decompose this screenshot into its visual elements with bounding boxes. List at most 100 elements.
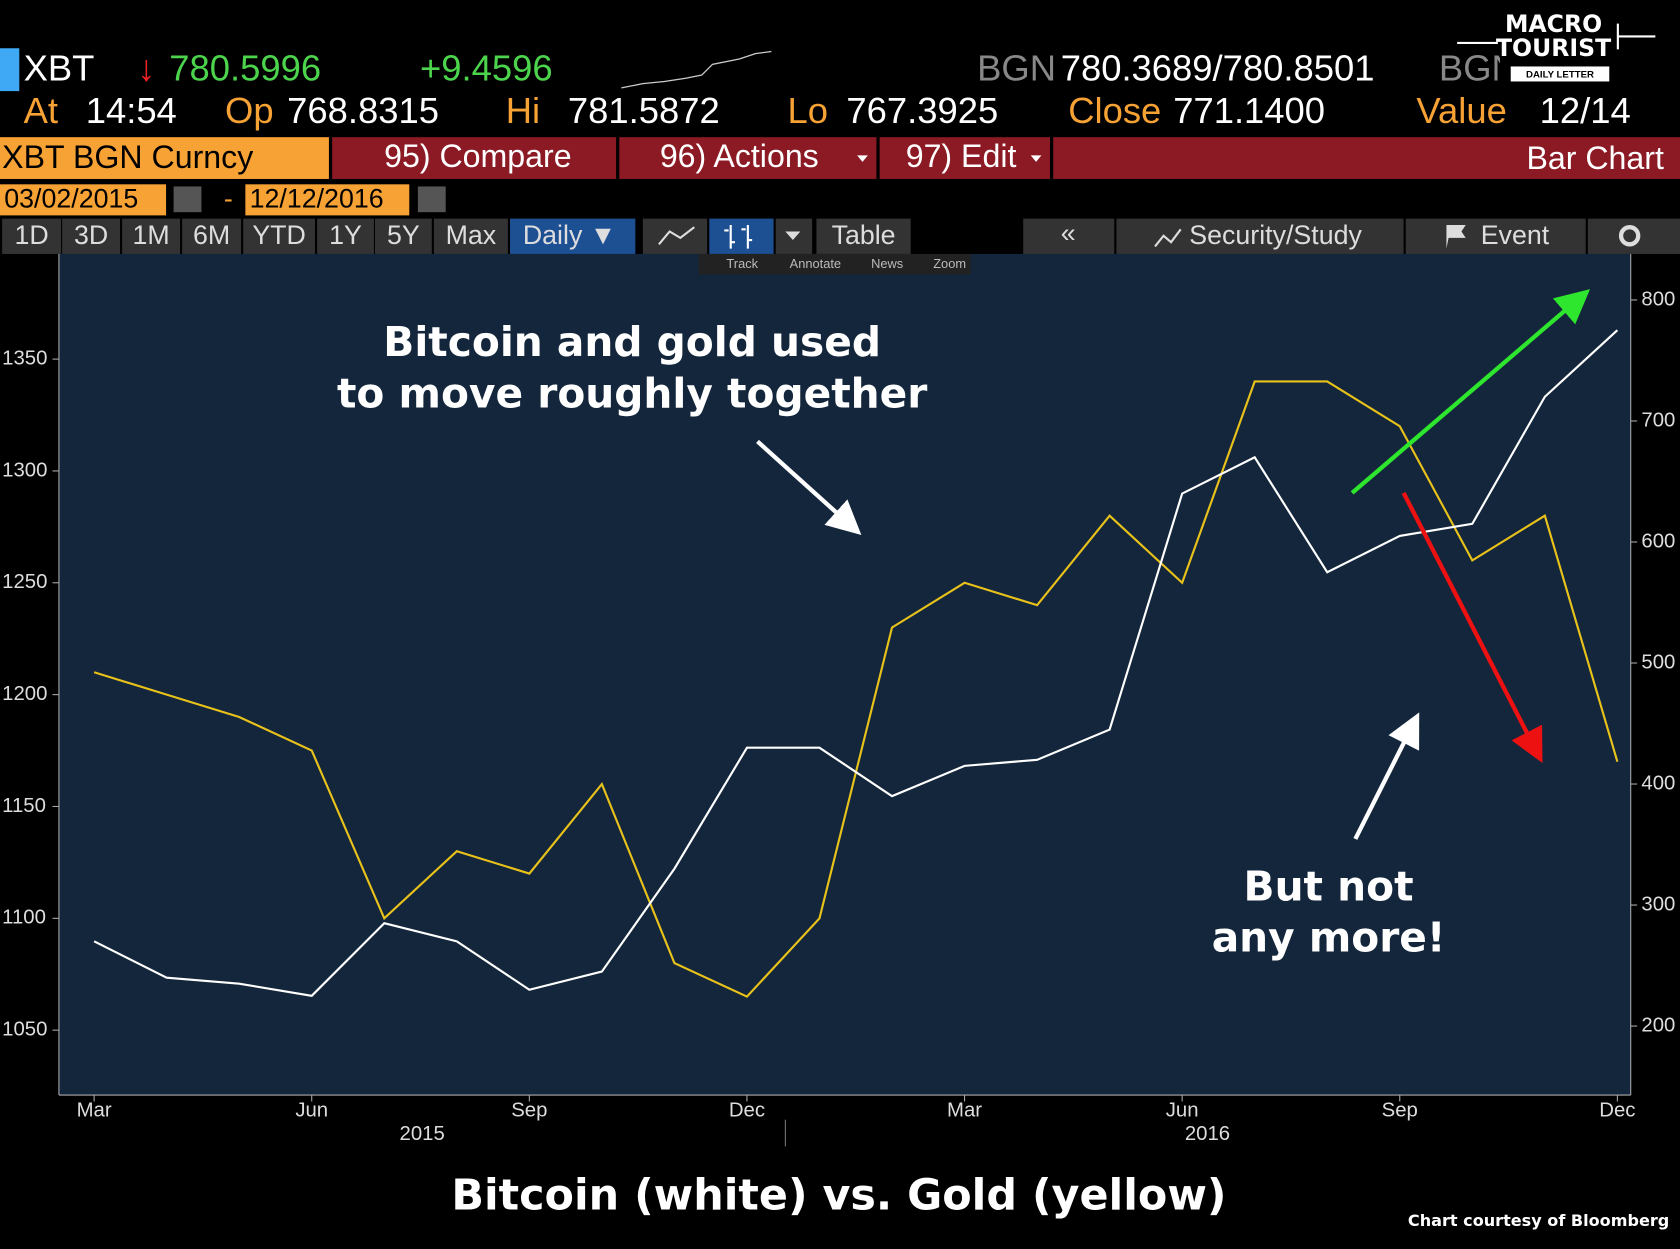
stat-value: 12/14 — [1540, 90, 1631, 131]
view-bar — [1053, 137, 1680, 179]
annotation: Bitcoin and gold used — [383, 318, 881, 366]
mini-toolbar-items: Track Annotate News Zoom — [726, 256, 966, 271]
y2-tick-label: 800 — [1641, 288, 1675, 310]
period-button[interactable] — [2, 218, 62, 254]
period-button[interactable] — [433, 218, 508, 254]
dropdown-icon — [785, 231, 801, 241]
button[interactable] — [332, 137, 617, 179]
logo: MACRO TOURIST DAILY LETTER — [1457, 8, 1656, 86]
ticker-marker — [0, 48, 20, 92]
stat-value: 767.3925 — [846, 90, 998, 131]
y-tick-label: 1300 — [2, 459, 47, 481]
y2-tick-label: 600 — [1641, 530, 1675, 552]
mini-toolbar — [698, 253, 971, 275]
chart-title: Bitcoin (white) vs. Gold (yellow) — [451, 1170, 1226, 1220]
y2-tick-label: 400 — [1641, 772, 1675, 794]
arrow — [756, 439, 862, 536]
sparkline — [621, 50, 772, 89]
calendar-icon[interactable] — [417, 186, 446, 213]
x-tick-label: Mar — [77, 1099, 112, 1121]
logo-text: DAILY LETTER — [1526, 70, 1594, 81]
arrow — [1401, 491, 1543, 764]
period-bar: 1D 3D 1M 6M YTD 1Y 5Y Max — [2, 218, 508, 254]
period-label: 3D — [74, 220, 108, 250]
security-field[interactable] — [0, 137, 329, 179]
period-button[interactable] — [317, 218, 374, 254]
separator: - — [224, 183, 233, 213]
x-tick-label: Jun — [1166, 1099, 1199, 1121]
y-tick-label: 1050 — [2, 1019, 47, 1041]
frequency: Daily ▼ — [523, 220, 616, 250]
period-button[interactable] — [375, 218, 432, 254]
end-date: 12/12/2016 — [250, 183, 384, 213]
dropdown-icon — [1030, 155, 1042, 162]
mini-tool[interactable]: Annotate — [790, 256, 841, 271]
period-label: 1D — [14, 220, 48, 250]
annotation: But not — [1244, 862, 1414, 910]
y-tick-label: 1250 — [2, 571, 47, 593]
y-tick-label: 1200 — [2, 683, 47, 705]
stat-label: Value — [1416, 90, 1506, 131]
period-label: YTD — [252, 220, 306, 250]
button-label: Table — [832, 220, 896, 250]
button-label: Security/Study — [1189, 220, 1362, 250]
series-line — [93, 329, 1619, 997]
button[interactable] — [816, 218, 911, 254]
mini-tool[interactable]: Zoom — [933, 256, 966, 271]
period-label: 1Y — [329, 220, 362, 250]
date-field[interactable] — [245, 184, 410, 216]
source: BGN — [977, 47, 1056, 88]
direction: ↓ — [137, 47, 155, 88]
x-tick-label: Mar — [947, 1099, 982, 1121]
period-button[interactable] — [182, 218, 242, 254]
period-button[interactable] — [243, 218, 315, 254]
x-tick-label: Dec — [729, 1099, 765, 1121]
button[interactable] — [1023, 218, 1115, 254]
plot-area — [58, 253, 1631, 1096]
button[interactable] — [879, 137, 1050, 179]
period-label: 1M — [132, 220, 169, 250]
logo-text: MACRO — [1505, 10, 1602, 38]
mini-tool[interactable]: News — [871, 256, 903, 271]
ticker: XBT — [24, 47, 95, 88]
y2-tick-label: 700 — [1641, 409, 1675, 431]
stat-value: 14:54 — [86, 90, 177, 131]
button-label: Event — [1481, 220, 1550, 250]
arrow — [1350, 289, 1591, 495]
calendar-icon[interactable] — [173, 186, 202, 213]
button[interactable] — [1405, 218, 1586, 254]
stats-row: At 14:54 Op 768.8315 Hi 781.5872 Lo 767.3925 Clo… — [24, 90, 1631, 131]
button-label: 97) Edit — [906, 138, 1017, 174]
stat-value: 781.5872 — [568, 90, 720, 131]
stat-label: Op — [225, 90, 274, 131]
period-button[interactable] — [62, 218, 120, 254]
date-field[interactable] — [0, 184, 167, 216]
mini-tool[interactable]: Track — [726, 256, 758, 271]
settings[interactable] — [1587, 218, 1680, 254]
change: +9.4596 — [420, 47, 553, 88]
y-tick-label: 1100 — [2, 907, 46, 929]
period-label: 5Y — [387, 220, 420, 250]
stat-value: 768.8315 — [287, 90, 439, 131]
year-label: 2015 — [400, 1123, 445, 1145]
period-button[interactable] — [122, 218, 180, 254]
bar-icon[interactable] — [709, 218, 774, 254]
line-icon[interactable] — [642, 218, 708, 254]
credit: Chart courtesy of Bloomberg — [1408, 1211, 1669, 1230]
period-label: 6M — [193, 220, 230, 250]
y-tick-label: 1350 — [2, 347, 47, 369]
y-tick-label: 1150 — [2, 795, 46, 817]
button-label: 95) Compare — [384, 138, 571, 174]
icon — [1154, 228, 1182, 248]
logo-text: TOURIST — [1496, 34, 1611, 62]
stat-label: Hi — [506, 90, 540, 131]
y2-tick-label: 300 — [1641, 893, 1675, 915]
button[interactable] — [619, 137, 877, 179]
x-tick-label: Dec — [1599, 1099, 1635, 1121]
button[interactable] — [510, 218, 636, 254]
period-label: Max — [446, 220, 497, 250]
icon — [724, 225, 753, 249]
bid-ask: 780.3689/780.8501 — [1061, 47, 1375, 88]
y2-tick-label: 200 — [1641, 1014, 1675, 1036]
